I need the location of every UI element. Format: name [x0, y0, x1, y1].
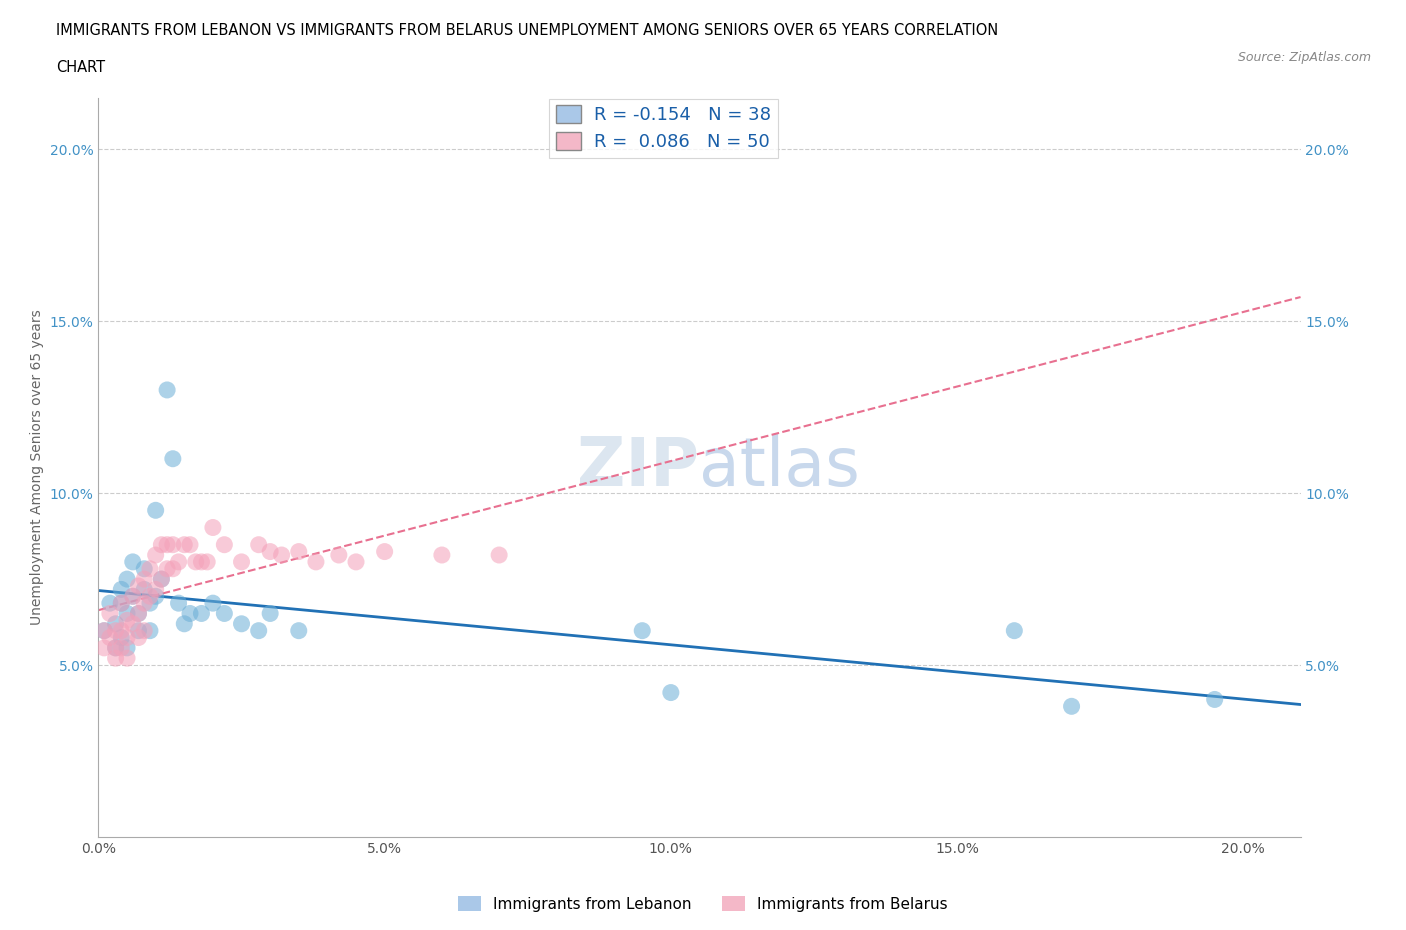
Text: CHART: CHART — [56, 60, 105, 75]
Point — [104, 641, 127, 656]
Text: Source: ZipAtlas.com: Source: ZipAtlas.com — [1237, 51, 1371, 64]
Point — [328, 548, 350, 563]
Point — [190, 606, 212, 621]
Point — [110, 641, 132, 656]
Point — [195, 554, 218, 569]
Point — [150, 538, 173, 552]
Point — [110, 582, 132, 597]
Point — [259, 606, 281, 621]
Point — [110, 631, 132, 645]
Point — [270, 548, 292, 563]
Point — [305, 554, 328, 569]
Point — [247, 538, 270, 552]
Point — [115, 641, 138, 656]
Point — [631, 623, 654, 638]
Point — [98, 631, 121, 645]
Point — [145, 503, 167, 518]
Point — [162, 562, 184, 577]
Point — [190, 554, 212, 569]
Point — [128, 578, 150, 593]
Point — [184, 554, 207, 569]
Point — [128, 606, 150, 621]
Point — [214, 606, 236, 621]
Point — [104, 651, 127, 666]
Point — [139, 596, 162, 611]
Point — [104, 641, 127, 656]
Point — [134, 623, 156, 638]
Legend: R = -0.154   N = 38, R =  0.086   N = 50: R = -0.154 N = 38, R = 0.086 N = 50 — [550, 99, 778, 157]
Point — [179, 606, 201, 621]
Point — [162, 538, 184, 552]
Point — [162, 451, 184, 466]
Point — [214, 538, 236, 552]
Point — [115, 572, 138, 587]
Point — [145, 589, 167, 604]
Point — [139, 589, 162, 604]
Point — [115, 606, 138, 621]
Point — [173, 538, 195, 552]
Point — [104, 623, 127, 638]
Point — [139, 562, 162, 577]
Point — [110, 623, 132, 638]
Point — [173, 617, 195, 631]
Point — [1204, 692, 1226, 707]
Point — [121, 589, 143, 604]
Point — [128, 631, 150, 645]
Point — [121, 617, 143, 631]
Point — [259, 544, 281, 559]
Point — [156, 382, 179, 397]
Point — [288, 623, 311, 638]
Point — [150, 572, 173, 587]
Point — [128, 606, 150, 621]
Y-axis label: Unemployment Among Seniors over 65 years: Unemployment Among Seniors over 65 years — [30, 310, 44, 625]
Point — [121, 554, 143, 569]
Text: atlas: atlas — [700, 434, 860, 500]
Point — [156, 562, 179, 577]
Point — [134, 596, 156, 611]
Point — [115, 651, 138, 666]
Text: IMMIGRANTS FROM LEBANON VS IMMIGRANTS FROM BELARUS UNEMPLOYMENT AMONG SENIORS OV: IMMIGRANTS FROM LEBANON VS IMMIGRANTS FR… — [56, 23, 998, 38]
Point — [134, 572, 156, 587]
Point — [110, 596, 132, 611]
Point — [145, 548, 167, 563]
Point — [288, 544, 311, 559]
Point — [115, 631, 138, 645]
Point — [115, 613, 138, 628]
Point — [134, 562, 156, 577]
Point — [344, 554, 367, 569]
Point — [128, 623, 150, 638]
Point — [156, 538, 179, 552]
Point — [150, 572, 173, 587]
Point — [98, 606, 121, 621]
Point — [93, 641, 115, 656]
Point — [488, 548, 510, 563]
Point — [659, 685, 682, 700]
Point — [201, 596, 224, 611]
Point — [231, 554, 253, 569]
Legend: Immigrants from Lebanon, Immigrants from Belarus: Immigrants from Lebanon, Immigrants from… — [451, 889, 955, 918]
Point — [179, 538, 201, 552]
Point — [1060, 698, 1083, 713]
Text: ZIP: ZIP — [578, 434, 700, 500]
Point — [1002, 623, 1025, 638]
Point — [104, 617, 127, 631]
Point — [134, 582, 156, 597]
Point — [145, 582, 167, 597]
Point — [374, 544, 396, 559]
Point — [121, 589, 143, 604]
Point — [93, 623, 115, 638]
Point — [98, 596, 121, 611]
Point — [167, 554, 190, 569]
Point — [139, 623, 162, 638]
Point — [167, 596, 190, 611]
Point — [201, 520, 224, 535]
Point — [430, 548, 453, 563]
Point — [247, 623, 270, 638]
Point — [231, 617, 253, 631]
Point — [110, 596, 132, 611]
Point — [93, 623, 115, 638]
